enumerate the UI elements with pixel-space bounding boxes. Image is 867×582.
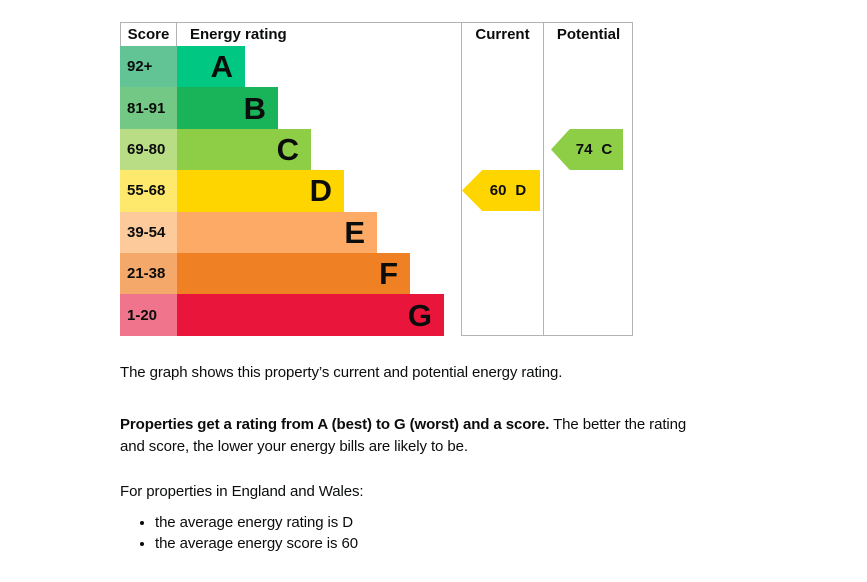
graph-intro-text: The graph shows this property’s current … <box>120 364 563 381</box>
chart-header-row: Score Energy rating Current Potential <box>120 23 633 46</box>
band-score-range: 21-38 <box>120 252 177 295</box>
band-score-range: 1-20 <box>120 294 177 336</box>
band-score-range: 69-80 <box>120 128 177 171</box>
average-rating-item: the average energy rating is D <box>155 512 700 533</box>
potential-column-header: Potential <box>556 26 621 43</box>
score-column-header: Score <box>120 23 177 46</box>
band-letter: B <box>243 90 266 126</box>
band-letter: G <box>407 297 432 333</box>
averages-list: the average energy rating is D the avera… <box>120 512 700 554</box>
band-score-range: 55-68 <box>120 170 177 212</box>
region-heading: For properties in England and Wales: <box>120 483 364 500</box>
band-row-f: 21-38 F <box>120 252 633 295</box>
band-bar: A <box>177 46 245 88</box>
band-row-a: 92+ A <box>120 46 633 88</box>
band-bar: C <box>177 128 311 171</box>
band-row-g: 1-20 G <box>120 294 633 336</box>
band-row-c: 69-80 C <box>120 128 633 171</box>
band-bar: E <box>177 211 377 253</box>
band-bar: B <box>177 87 278 129</box>
band-letter: C <box>276 131 299 167</box>
potential-score: 74 <box>575 141 593 158</box>
chart-description: The graph shows this property’s current … <box>120 362 700 554</box>
rating-explanation-rest: The better the rating and score, the low… <box>120 416 687 455</box>
band-bar: F <box>177 252 410 295</box>
rating-explanation-text: Properties get a rating from A (best) to… <box>120 414 700 458</box>
energy-rating-column-header: Energy rating <box>190 26 287 43</box>
average-score-item: the average energy score is 60 <box>155 533 700 554</box>
current-band: D <box>515 182 527 199</box>
band-score-range: 81-91 <box>120 87 177 129</box>
band-bar: G <box>177 294 444 336</box>
current-score: 60 <box>489 182 507 199</box>
band-letter: A <box>210 49 233 85</box>
current-column-header: Current <box>475 26 530 43</box>
epc-rating-chart: Score Energy rating Current Potential 92… <box>120 22 633 336</box>
potential-band: C <box>601 141 613 158</box>
chart-body: 92+ A 81-91 B 69-80 C 55-68 D <box>120 46 633 336</box>
band-row-b: 81-91 B <box>120 87 633 129</box>
band-bar: D <box>177 170 344 212</box>
band-letter: F <box>379 256 398 292</box>
band-letter: D <box>309 173 332 209</box>
band-row-d: 55-68 D <box>120 170 633 212</box>
band-letter: E <box>344 214 365 250</box>
band-score-range: 92+ <box>120 46 177 88</box>
rating-explanation-bold: Properties get a rating from A (best) to… <box>120 416 550 433</box>
band-row-e: 39-54 E <box>120 211 633 253</box>
band-score-range: 39-54 <box>120 211 177 253</box>
